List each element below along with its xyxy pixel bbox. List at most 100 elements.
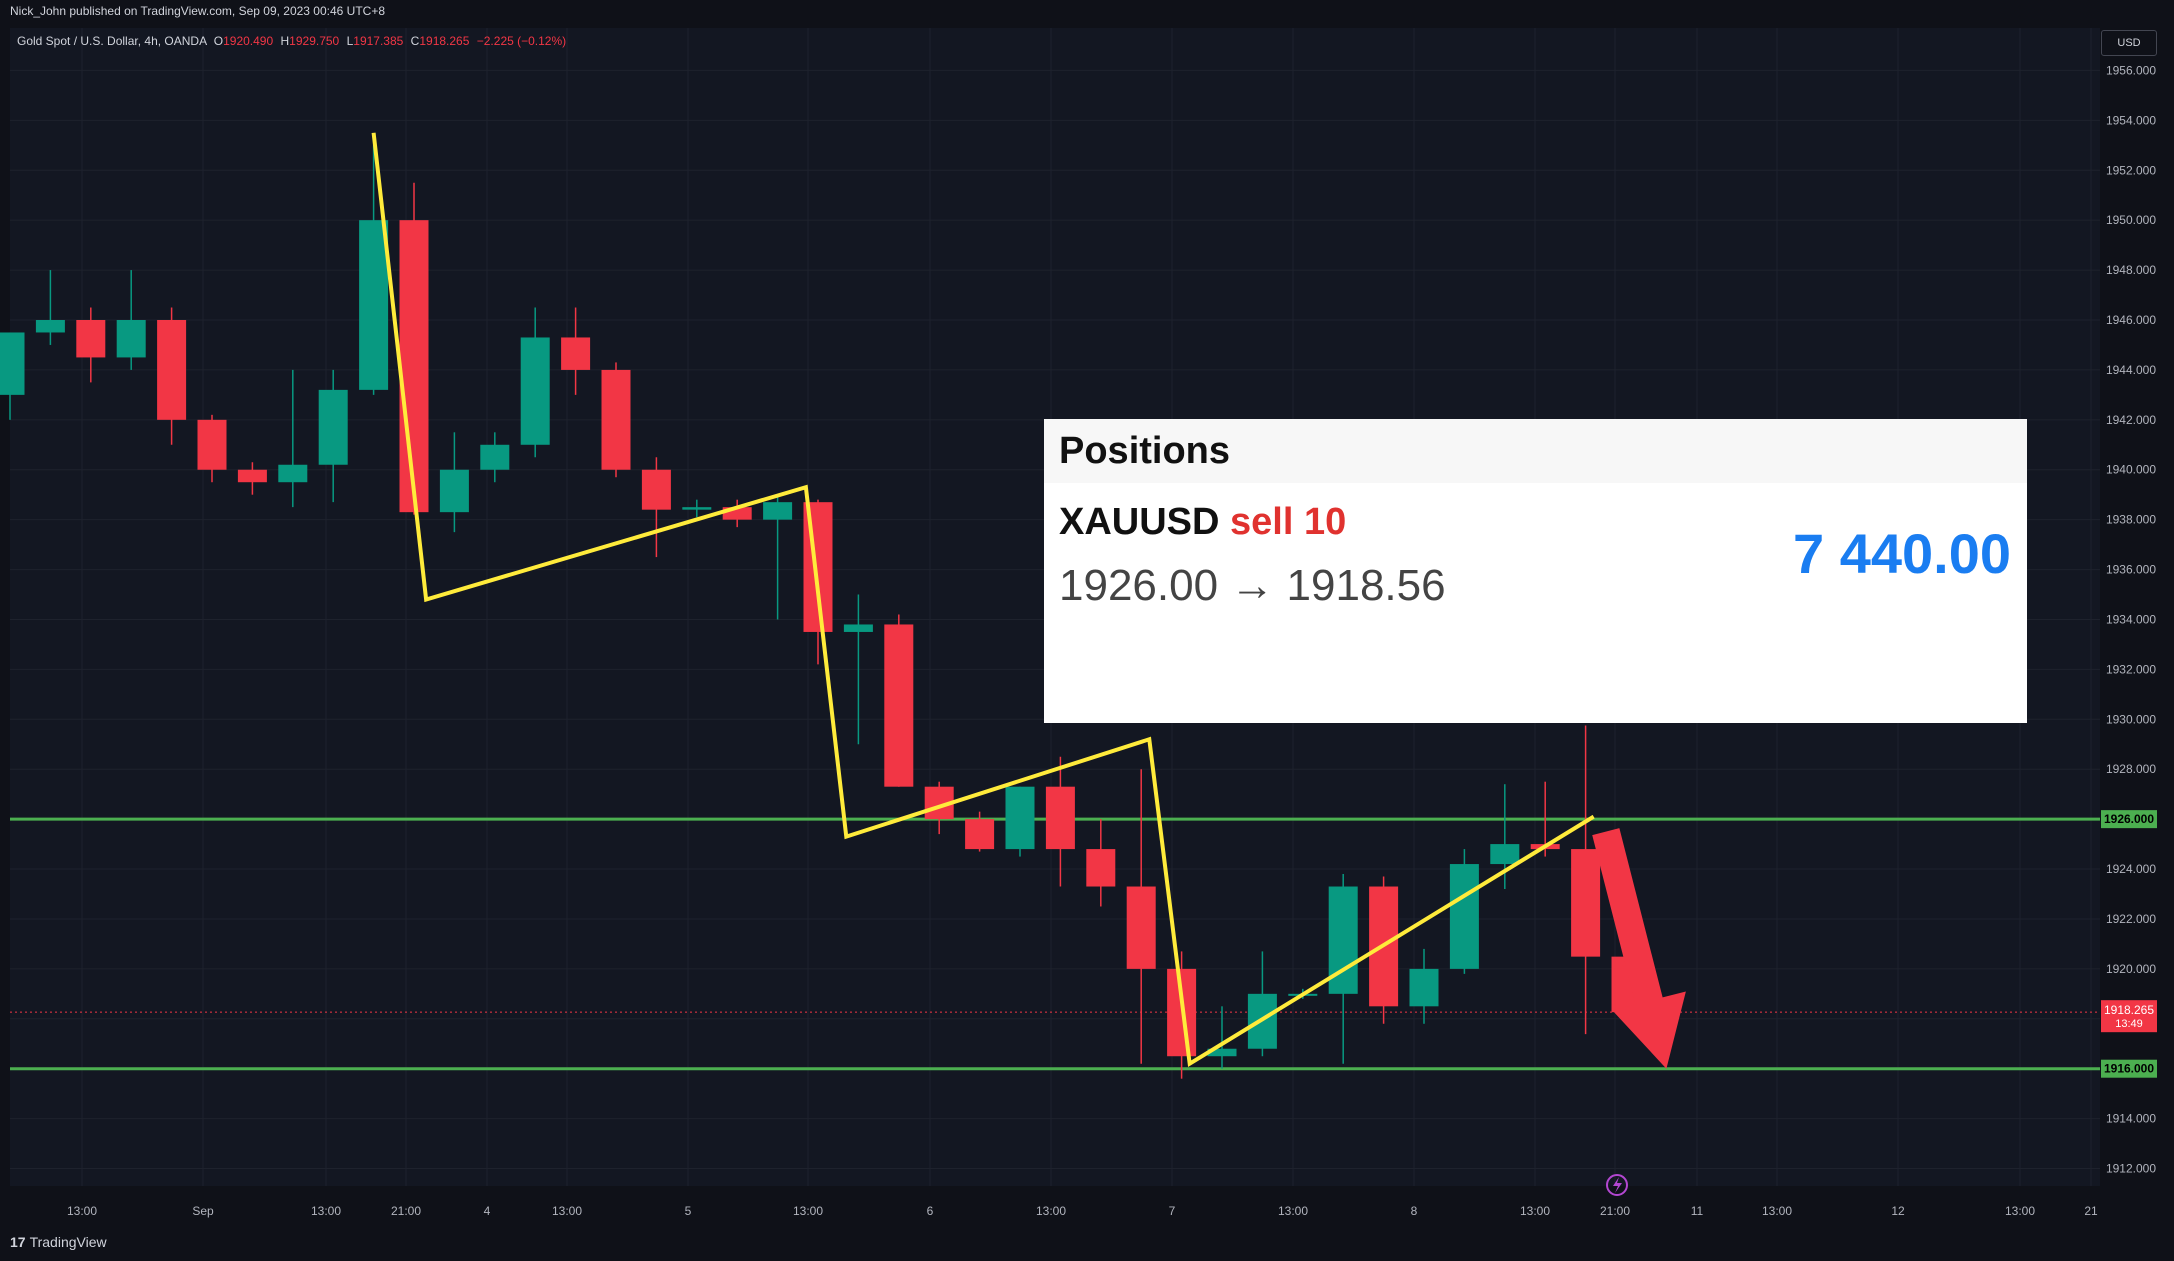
- time-tick-label: 13:00: [2005, 1204, 2035, 1218]
- candle-body: [76, 319, 106, 358]
- candle-body: [359, 220, 389, 390]
- price-tick-label: 1922.000: [2106, 912, 2156, 926]
- candle: [1449, 849, 1479, 974]
- low-value: 1917.385: [353, 34, 404, 48]
- candle-body: [641, 469, 671, 510]
- last-price-badge: [2101, 1000, 2157, 1033]
- positions-title: Positions: [1044, 419, 2027, 483]
- candle-body: [1045, 786, 1075, 850]
- level-price-badge: [2101, 810, 2157, 829]
- candle-body: [157, 319, 187, 420]
- candle: [439, 432, 469, 533]
- candle-body: [1126, 886, 1156, 969]
- candle-body: [965, 819, 995, 850]
- candle: [1409, 948, 1439, 1024]
- current-price: 1918.56: [1286, 561, 1446, 610]
- candle: [520, 307, 550, 458]
- candle: [924, 781, 954, 835]
- candle: [641, 457, 671, 558]
- candle-body: [1490, 844, 1520, 865]
- price-tick-label: 1930.000: [2106, 712, 2156, 726]
- price-tick-label: 1956.000: [2106, 63, 2156, 77]
- zigzag-line: [371, 132, 1595, 1068]
- arrow: →: [1230, 561, 1275, 610]
- time-tick-label: 21:00: [391, 1204, 421, 1218]
- candle-body: [318, 389, 348, 465]
- brand-name: TradingView: [29, 1234, 107, 1250]
- price-tick-label: 1936.000: [2106, 563, 2156, 577]
- time-tick-label: 21:00: [1600, 1204, 1630, 1218]
- candle: [237, 462, 267, 495]
- bolt-icon[interactable]: [1606, 1174, 1628, 1196]
- candle-body: [682, 507, 712, 510]
- time-tick-label: 12: [1891, 1204, 1905, 1218]
- candle: [480, 432, 510, 483]
- candle: [359, 145, 389, 395]
- candle-body: [1571, 849, 1601, 957]
- candle-body: [0, 332, 25, 395]
- time-axis: 13:00 Sep 13:00 21:00 4 13:00 5 13:00 6 13:00 7 13:…: [67, 1204, 2098, 1218]
- time-tick-label: 13:00: [311, 1204, 341, 1218]
- time-tick-label: 8: [1411, 1204, 1418, 1218]
- candle-body: [237, 469, 267, 483]
- candle: [35, 270, 65, 345]
- candle: [1005, 786, 1035, 857]
- last-price-label: 1918.265: [2104, 1003, 2154, 1017]
- level-price-badge: [2101, 1059, 2157, 1078]
- candle-body: [35, 319, 65, 333]
- positions-panel: Positions XAUUSD sell 10 1926.00 → 1918.…: [1044, 419, 2027, 723]
- candle: [1247, 951, 1277, 1057]
- price-tick-label: 1950.000: [2106, 213, 2156, 227]
- level-price-label: 1916.000: [2104, 1062, 2154, 1076]
- low-label: L: [346, 34, 354, 48]
- candle: [1126, 769, 1156, 1064]
- candle-body: [1449, 864, 1479, 969]
- price-tick-label: 1946.000: [2106, 313, 2156, 327]
- close-value: 1918.265: [419, 34, 470, 48]
- time-tick-label: 13:00: [1520, 1204, 1550, 1218]
- symbol-legend[interactable]: Gold Spot / U.S. Dollar, 4h, OANDA O1920…: [17, 34, 570, 48]
- candle: [843, 594, 873, 745]
- currency-button[interactable]: USD: [2101, 30, 2157, 56]
- candle-body: [561, 337, 591, 370]
- position-pnl: 7 440.00: [1793, 522, 2011, 585]
- time-tick-label: 13:00: [67, 1204, 97, 1218]
- candle: [1571, 725, 1601, 1035]
- candle-body: [884, 624, 914, 787]
- open-value: 1920.490: [223, 34, 274, 48]
- candle: [76, 307, 106, 383]
- change-value: −2.225 (−0.12%): [476, 34, 567, 48]
- candle-body: [278, 464, 308, 483]
- candle: [0, 332, 25, 420]
- price-tick-label: 1940.000: [2106, 463, 2156, 477]
- price-tick-label: 1948.000: [2106, 263, 2156, 277]
- footer-brand[interactable]: 17 TradingView: [10, 1234, 107, 1250]
- time-tick-label: Sep: [192, 1204, 214, 1218]
- candle: [763, 494, 793, 620]
- candle-body: [1005, 786, 1035, 850]
- price-tick-label: 1914.000: [2106, 1112, 2156, 1126]
- time-tick-label: 5: [685, 1204, 692, 1218]
- price-tick-label: 1944.000: [2106, 363, 2156, 377]
- candle: [157, 307, 187, 445]
- close-label: C: [410, 34, 420, 48]
- entry-price: 1926.00: [1059, 561, 1219, 610]
- candle-body: [197, 419, 227, 470]
- drawings: [371, 132, 1686, 1069]
- price-tick-label: 1938.000: [2106, 513, 2156, 527]
- level-price-label: 1926.000: [2104, 812, 2154, 826]
- candle: [601, 362, 631, 478]
- time-tick-label: 13:00: [552, 1204, 582, 1218]
- candle: [116, 270, 146, 370]
- candle-body: [1409, 968, 1439, 1007]
- candle-body: [843, 624, 873, 632]
- time-tick-label: 4: [484, 1204, 491, 1218]
- candle-body: [399, 220, 429, 513]
- candle: [278, 369, 308, 508]
- position-symbol-line: XAUUSD sell 10: [1059, 501, 1346, 544]
- position-side: sell 10: [1230, 501, 1347, 543]
- candle: [399, 182, 429, 515]
- candle-body: [439, 469, 469, 513]
- candle-body: [520, 337, 550, 445]
- time-tick-label: 6: [927, 1204, 934, 1218]
